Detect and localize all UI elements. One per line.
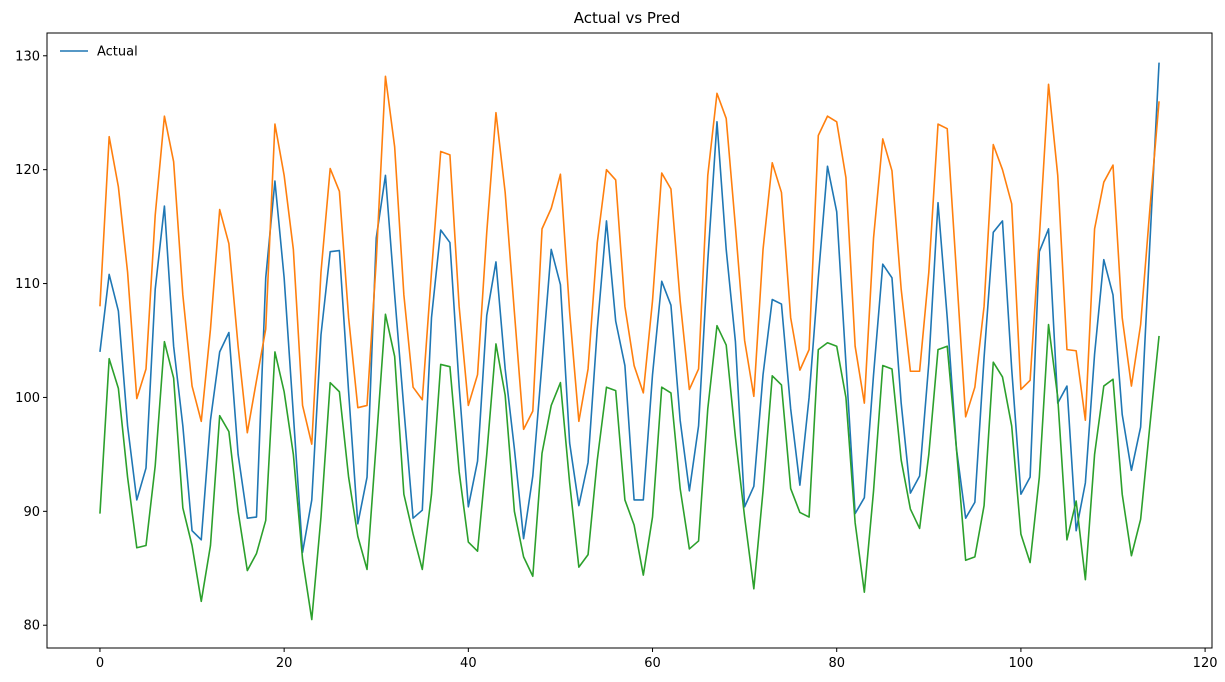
chart-title: Actual vs Pred	[574, 9, 681, 27]
series-line-2	[99, 75, 1160, 445]
x-tick-label: 0	[96, 656, 104, 671]
y-tick-label: 80	[23, 619, 40, 634]
series-layer	[99, 62, 1160, 621]
y-tick-label: 130	[15, 49, 40, 64]
x-tick-label: 60	[644, 656, 661, 671]
x-tick-label: 100	[1008, 656, 1033, 671]
plot-frame	[46, 32, 1213, 649]
y-tick-label: 100	[15, 391, 40, 406]
y-tick-label: 120	[15, 163, 40, 178]
series-line-1	[99, 62, 1160, 554]
x-tick-label: 80	[828, 656, 845, 671]
legend: Actual	[60, 45, 138, 60]
x-tick-label: 120	[1193, 656, 1218, 671]
series-line-3	[99, 313, 1160, 621]
y-tick-label: 90	[23, 505, 40, 520]
legend-label: Actual	[97, 45, 138, 60]
x-tick-label: 20	[276, 656, 293, 671]
axes-layer: 0 20 40 60 80 100 120 80 90 100 110 120 130	[15, 32, 1218, 671]
y-tick-label: 110	[15, 277, 40, 292]
x-tick-label: 40	[460, 656, 477, 671]
